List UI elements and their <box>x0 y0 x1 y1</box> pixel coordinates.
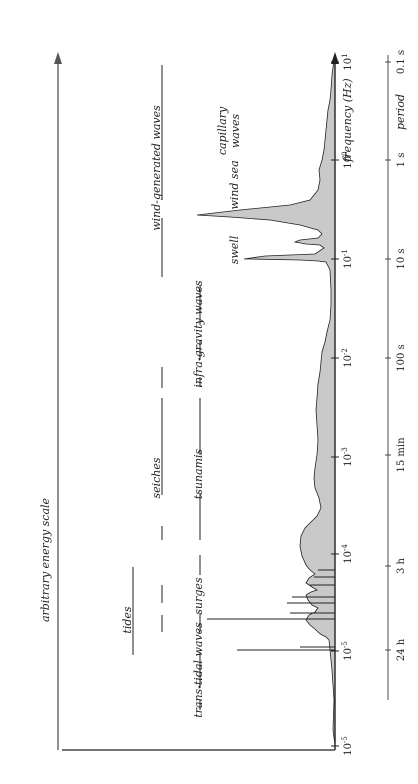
peak-labels: swell wind sea capillary waves <box>216 106 242 264</box>
label-infra-gravity-waves: infra-gravity waves <box>192 280 205 388</box>
label-wind-generated-waves: wind-generated waves <box>150 105 163 231</box>
freq-tick-label: 10-3 <box>341 447 354 467</box>
period-tick-label: 0.1 s <box>396 50 407 74</box>
period-tick-label: 15 min <box>396 437 407 473</box>
period-tick-marks <box>385 61 391 651</box>
label-surges: surges <box>192 577 205 615</box>
wave-class-ranges <box>132 65 201 710</box>
energy-axis-arrow <box>54 52 62 64</box>
freq-tick-label: 10-1 <box>341 249 354 269</box>
label-trans-tidal-waves: trans-tidal waves <box>192 622 205 718</box>
period-tick-label: 10 s <box>396 248 407 269</box>
energy-axis-label: arbitrary energy scale <box>39 497 52 622</box>
period-tick-label: 3 h <box>396 557 407 574</box>
period-tick-labels: 24 h 3 h 15 min 100 s 10 s 1 s 0.1 s <box>396 50 407 661</box>
label-wind-sea: wind sea <box>228 160 241 209</box>
frequency-axis-arrow <box>331 52 339 64</box>
freq-tick-label: 10-2 <box>341 348 354 368</box>
period-axis-label: period <box>394 94 407 130</box>
label-tides: tides <box>121 606 134 633</box>
tidal-spikes <box>207 569 335 651</box>
label-capillary-waves: waves <box>229 113 242 148</box>
label-seiches: seiches <box>150 457 163 498</box>
frequency-axis-label: frequency (Hz) <box>341 78 354 162</box>
freq-tick-label: 10-4 <box>341 544 354 564</box>
freq-tick-label: 10-5 <box>341 641 354 661</box>
frequency-tick-marks <box>331 61 339 747</box>
period-tick-label: 24 h <box>396 638 407 661</box>
frequency-tick-labels: 10-5 10-5 10-4 10-3 10-2 10-1 100 101 <box>341 53 354 755</box>
freq-tick-label: 100 <box>341 151 354 168</box>
energy-spectrum <box>196 54 336 746</box>
freq-tick-label: 101 <box>341 53 354 70</box>
freq-tick-label: 10-5 <box>341 736 354 756</box>
label-capillary: capillary <box>216 106 229 155</box>
period-tick-label: 100 s <box>396 344 407 371</box>
period-tick-label: 1 s <box>396 153 407 168</box>
label-swell: swell <box>228 235 241 264</box>
wave-class-labels: trans-tidal waves tides surges seiches t… <box>121 105 205 718</box>
label-tsunamis: tsunamis <box>192 448 205 499</box>
